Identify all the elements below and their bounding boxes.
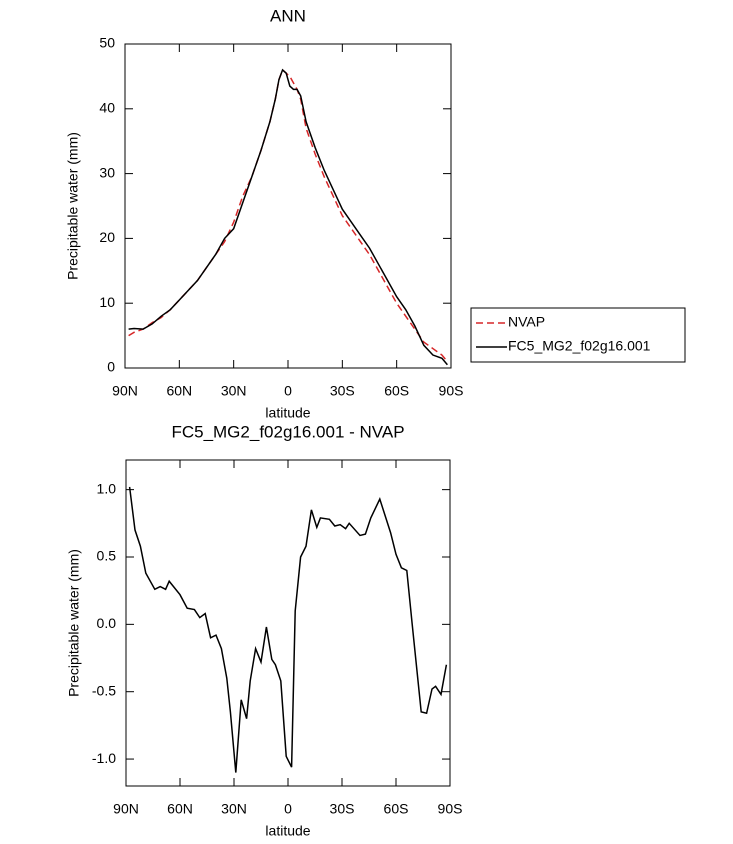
y-tick-label: -1.0 bbox=[92, 750, 116, 766]
data-line bbox=[128, 68, 448, 363]
x-tick-label: 90N bbox=[112, 383, 138, 399]
y-tick-label: 10 bbox=[99, 294, 115, 310]
data-line bbox=[128, 486, 448, 773]
y-tick-label: 1.0 bbox=[97, 480, 117, 496]
x-tick-label: 30N bbox=[221, 801, 247, 817]
x-tick-label: 60N bbox=[167, 801, 193, 817]
x-tick-label: 30S bbox=[330, 383, 355, 399]
x-tick-label: 90N bbox=[113, 801, 139, 817]
x-tick-label: 60S bbox=[384, 801, 409, 817]
legend-box bbox=[470, 307, 686, 363]
x-tick-label: 0 bbox=[284, 801, 292, 817]
y-tick-label: 40 bbox=[99, 100, 115, 116]
x-tick-label: 30N bbox=[221, 383, 247, 399]
y-tick-label: -0.5 bbox=[92, 682, 116, 698]
plot-frame bbox=[124, 43, 452, 369]
x-axis-label: latitude bbox=[265, 405, 310, 421]
plot-frame bbox=[125, 459, 451, 787]
x-tick-label: 90S bbox=[438, 801, 463, 817]
legend-label: NVAP bbox=[508, 314, 545, 330]
data-line bbox=[128, 68, 448, 366]
y-tick-label: 50 bbox=[99, 35, 115, 51]
legend-label: FC5_MG2_f02g16.001 bbox=[508, 338, 651, 354]
chart-title: ANN bbox=[270, 6, 306, 25]
x-tick-label: 0 bbox=[284, 383, 292, 399]
x-tick-label: 60N bbox=[166, 383, 192, 399]
x-tick-label: 90S bbox=[439, 383, 464, 399]
x-tick-label: 60S bbox=[384, 383, 409, 399]
x-tick-label: 30S bbox=[330, 801, 355, 817]
y-axis-label: Precipitable water (mm) bbox=[65, 132, 81, 280]
y-tick-label: 0 bbox=[107, 359, 115, 375]
x-axis-label: latitude bbox=[265, 823, 310, 839]
y-tick-label: 30 bbox=[99, 164, 115, 180]
chart-title: FC5_MG2_f02g16.001 - NVAP bbox=[171, 422, 404, 441]
y-tick-label: 0.0 bbox=[97, 615, 117, 631]
y-tick-label: 20 bbox=[99, 229, 115, 245]
y-axis-label: Precipitable water (mm) bbox=[66, 549, 82, 697]
y-tick-label: 0.5 bbox=[97, 548, 117, 564]
